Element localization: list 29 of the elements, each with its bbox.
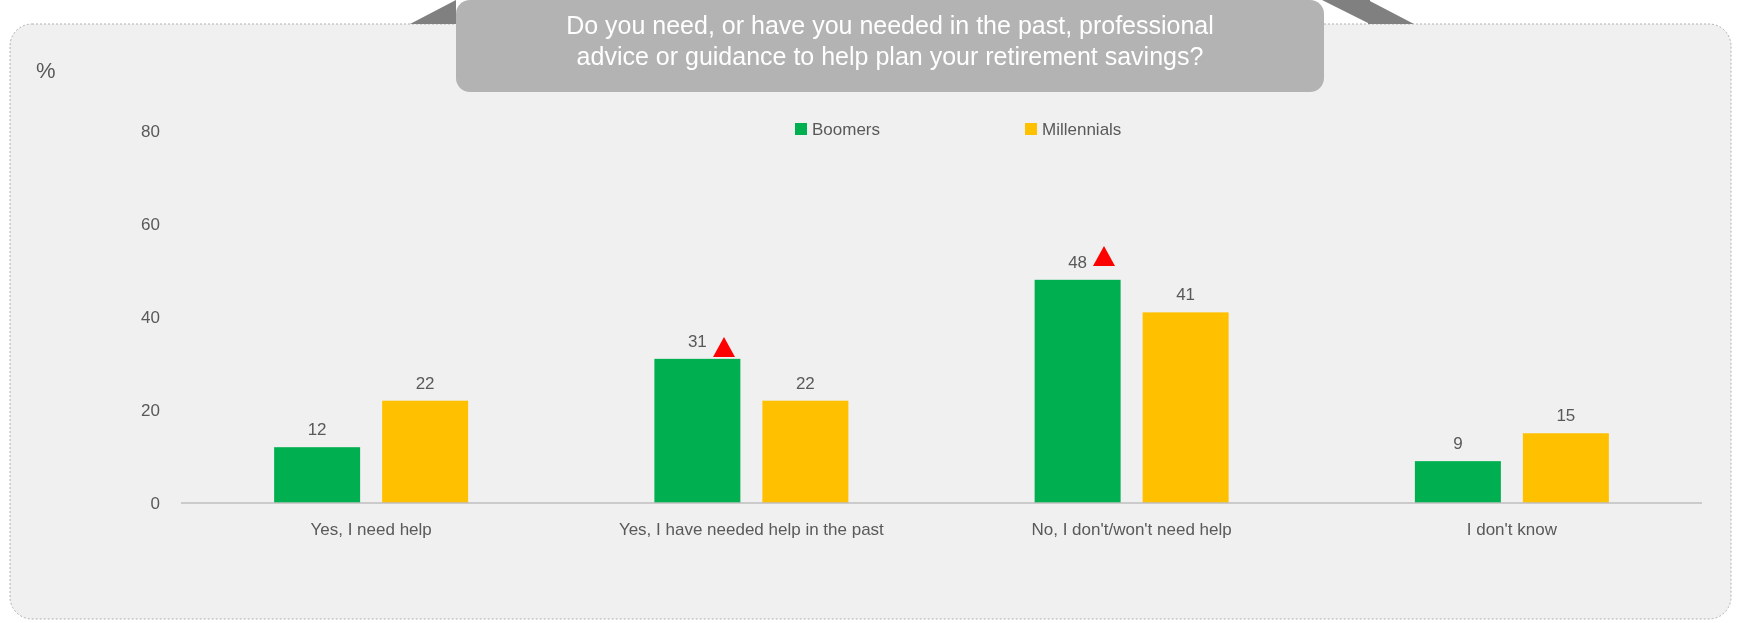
y-tick-label: 20 xyxy=(141,401,160,420)
x-tick-label: Yes, I need help xyxy=(310,520,432,539)
x-tick-label: Yes, I have needed help in the past xyxy=(618,520,885,539)
bar xyxy=(1414,461,1501,503)
data-label: 22 xyxy=(795,373,815,393)
bar xyxy=(654,358,741,503)
chart-title: Do you need, or have you needed in the past, professional advice or guidance to help plan your retirement savings? xyxy=(566,11,1214,70)
y-tick-label: 40 xyxy=(141,308,160,327)
bar xyxy=(762,400,849,503)
bar xyxy=(1522,433,1609,503)
y-tick-label: 60 xyxy=(141,215,160,234)
data-label: 48 xyxy=(1068,252,1088,272)
data-label: 9 xyxy=(1453,434,1463,454)
y-axis-title: % xyxy=(36,58,56,83)
bar xyxy=(1034,279,1121,503)
data-label: 12 xyxy=(307,420,327,440)
data-label: 15 xyxy=(1556,406,1576,426)
bar xyxy=(1142,312,1229,503)
legend-label: Millennials xyxy=(1042,120,1122,139)
bar xyxy=(382,400,469,503)
bar xyxy=(274,447,361,503)
data-label: 41 xyxy=(1176,285,1196,305)
data-label: 22 xyxy=(415,373,435,393)
legend-label: Boomers xyxy=(812,120,881,139)
x-tick-label: I don't know xyxy=(1466,520,1558,539)
x-tick-label: No, I don't/won't need help xyxy=(1031,520,1232,539)
data-label: 31 xyxy=(687,331,707,351)
y-tick-label: 0 xyxy=(150,494,160,513)
y-tick-label: 80 xyxy=(141,122,160,141)
